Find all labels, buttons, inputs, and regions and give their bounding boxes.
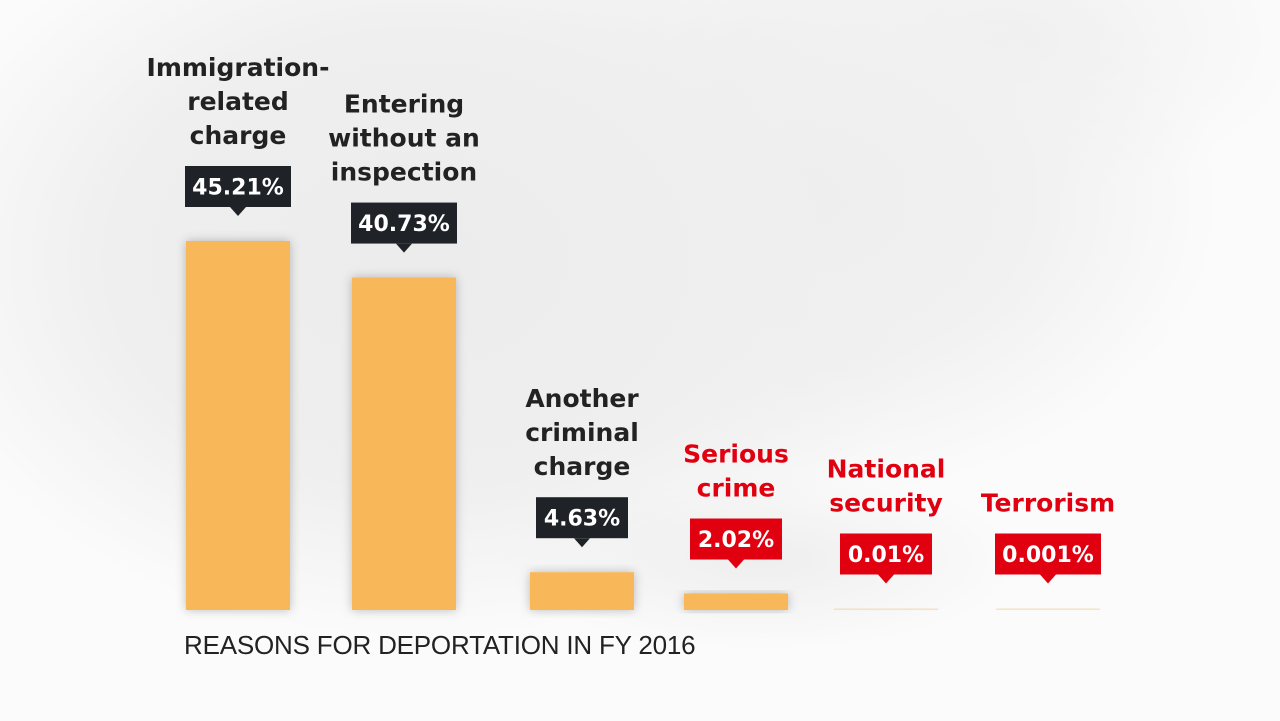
category-label: National security [827, 455, 946, 518]
value-label-text: 45.21% [192, 176, 284, 201]
bar [996, 608, 1100, 610]
category-label: Serious crime [683, 440, 789, 503]
category-label: Terrorism [981, 489, 1115, 518]
category-label: Entering without an inspection [328, 90, 480, 187]
bar [684, 593, 788, 610]
value-label: 4.63% [536, 497, 628, 548]
value-label: 2.02% [690, 518, 782, 569]
value-label-text: 2.02% [698, 528, 774, 553]
chart-title: REASONS FOR DEPORTATION IN FY 2016 [184, 630, 696, 660]
value-label-text: 4.63% [544, 507, 620, 532]
value-label-text: 0.001% [1002, 543, 1094, 568]
bar [834, 608, 938, 610]
bar [352, 277, 456, 610]
bar [530, 572, 634, 610]
bar [186, 241, 290, 610]
category-label: Another criminal charge [525, 384, 639, 481]
value-label: 0.01% [840, 533, 932, 584]
value-label: 40.73% [351, 202, 457, 253]
value-label-text: 0.01% [848, 543, 924, 568]
value-label-text: 40.73% [358, 212, 450, 237]
value-label: 45.21% [185, 166, 291, 216]
value-label: 0.001% [995, 533, 1101, 584]
category-label: Immigration-related charge [147, 53, 330, 150]
